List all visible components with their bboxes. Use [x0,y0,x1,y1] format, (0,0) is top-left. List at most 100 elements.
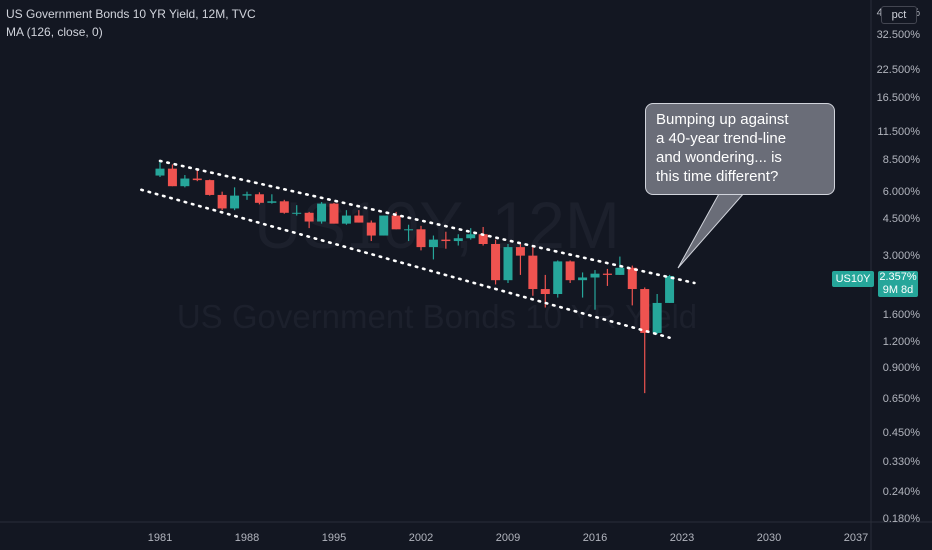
candle [404,224,414,242]
indicator-legend[interactable]: MA (126, close, 0) [6,25,103,39]
candle [652,294,662,335]
candle-body [304,212,314,222]
candle [167,164,177,187]
candle [217,191,227,211]
candle-body [416,229,426,248]
trendline-upper[interactable] [158,159,696,285]
candle [491,239,501,285]
bar-countdown: 9M 8d [882,284,914,296]
candle-body [341,215,351,224]
candle [329,202,339,224]
time-axis[interactable]: 1981 1988 1995 2002 2009 2016 2023 2030 2037 [148,532,868,544]
annotation-callout[interactable]: Bumping up against a 40-year trend-line … [645,103,835,195]
candle-body [155,168,165,176]
candle [416,225,426,251]
candle-body [503,247,513,281]
candle-body [540,289,550,295]
candle-body [317,203,327,222]
candle [205,179,215,196]
candle-body [640,289,650,333]
candle-body [391,215,401,230]
candle-body [180,178,190,187]
price-tick-label: 8.500% [883,154,921,166]
time-tick-label: 2030 [757,532,781,544]
trendline-lower[interactable] [140,188,671,340]
candle-body [652,302,662,333]
candle-body [478,234,488,245]
candle-body [627,267,637,290]
candle [180,175,190,188]
candle [503,244,513,283]
price-tick-label: 11.500% [877,126,920,138]
candle-body [602,273,612,275]
watermark: US10Y, 12M US Government Bonds 10 YR Yie… [177,188,697,335]
price-tick-label: 1.200% [883,336,921,348]
trendlines [140,159,696,340]
annotation-line: this time different? [656,168,779,185]
candle [155,160,165,178]
price-tick-label: 22.500% [877,64,921,76]
price-tick-label: 32.500% [877,29,921,41]
candle [317,202,327,224]
candle-body [192,178,202,181]
price-tick-label: 0.330% [883,456,921,468]
candle-body [428,239,438,248]
price-tick-label: 6.000% [883,186,921,198]
candle-body [528,255,538,290]
watermark-name: US Government Bonds 10 YR Yield [177,298,697,335]
candle [279,199,289,214]
candle-body [466,234,476,239]
candle [341,210,351,225]
time-tick-label: 2037 [844,532,868,544]
time-tick-label: 1981 [148,532,172,544]
candle-body [230,195,240,209]
candle-body [553,261,563,295]
candle-body [254,194,264,203]
scale-unit-button[interactable]: pct [881,6,917,24]
candle-body [404,229,414,231]
candle-body [665,276,675,303]
candle [230,187,240,211]
time-tick-label: 2023 [670,532,694,544]
candle [453,234,463,246]
candle-body [379,215,389,236]
time-tick-label: 2002 [409,532,433,544]
annotation-line: Bumping up against [656,111,789,128]
candle [578,272,588,298]
candle [292,205,302,216]
candle [602,268,612,286]
candle-body [279,201,289,213]
candles [155,160,675,394]
annotation-line: a 40-year trend-line [656,130,787,147]
annotation-line: and wondering... is [656,149,782,166]
price-tick-label: 4.500% [883,213,921,225]
candle-body [615,267,625,275]
candle [565,260,575,283]
candle [304,211,314,229]
callout-pointer [677,191,747,269]
candle [254,192,264,205]
candle-body [515,247,525,256]
last-price-label: 2.357% 9M 8d [878,271,918,297]
candle-body [491,244,501,281]
candle [267,194,277,204]
price-tick-label: 0.180% [883,513,921,525]
price-tick-label: 3.000% [883,250,921,262]
candle-body [217,194,227,209]
price-tick-label: 0.650% [883,393,921,405]
candle-body [354,215,364,223]
candle-body [578,277,588,281]
candle-body [167,168,177,187]
candle [478,226,488,246]
price-tick-label: 0.900% [883,362,921,374]
price-axis[interactable]: 45.000%32.500%22.500%16.500%11.500%8.500… [877,7,921,525]
candle-body [366,222,376,236]
candle-body [590,273,600,278]
candle-body [329,203,339,224]
candle-body [267,201,277,203]
candle-body [242,194,252,196]
time-tick-label: 1995 [322,532,346,544]
chart-title: US Government Bonds 10 YR Yield, 12M, TV… [6,7,256,21]
candle [354,210,364,223]
